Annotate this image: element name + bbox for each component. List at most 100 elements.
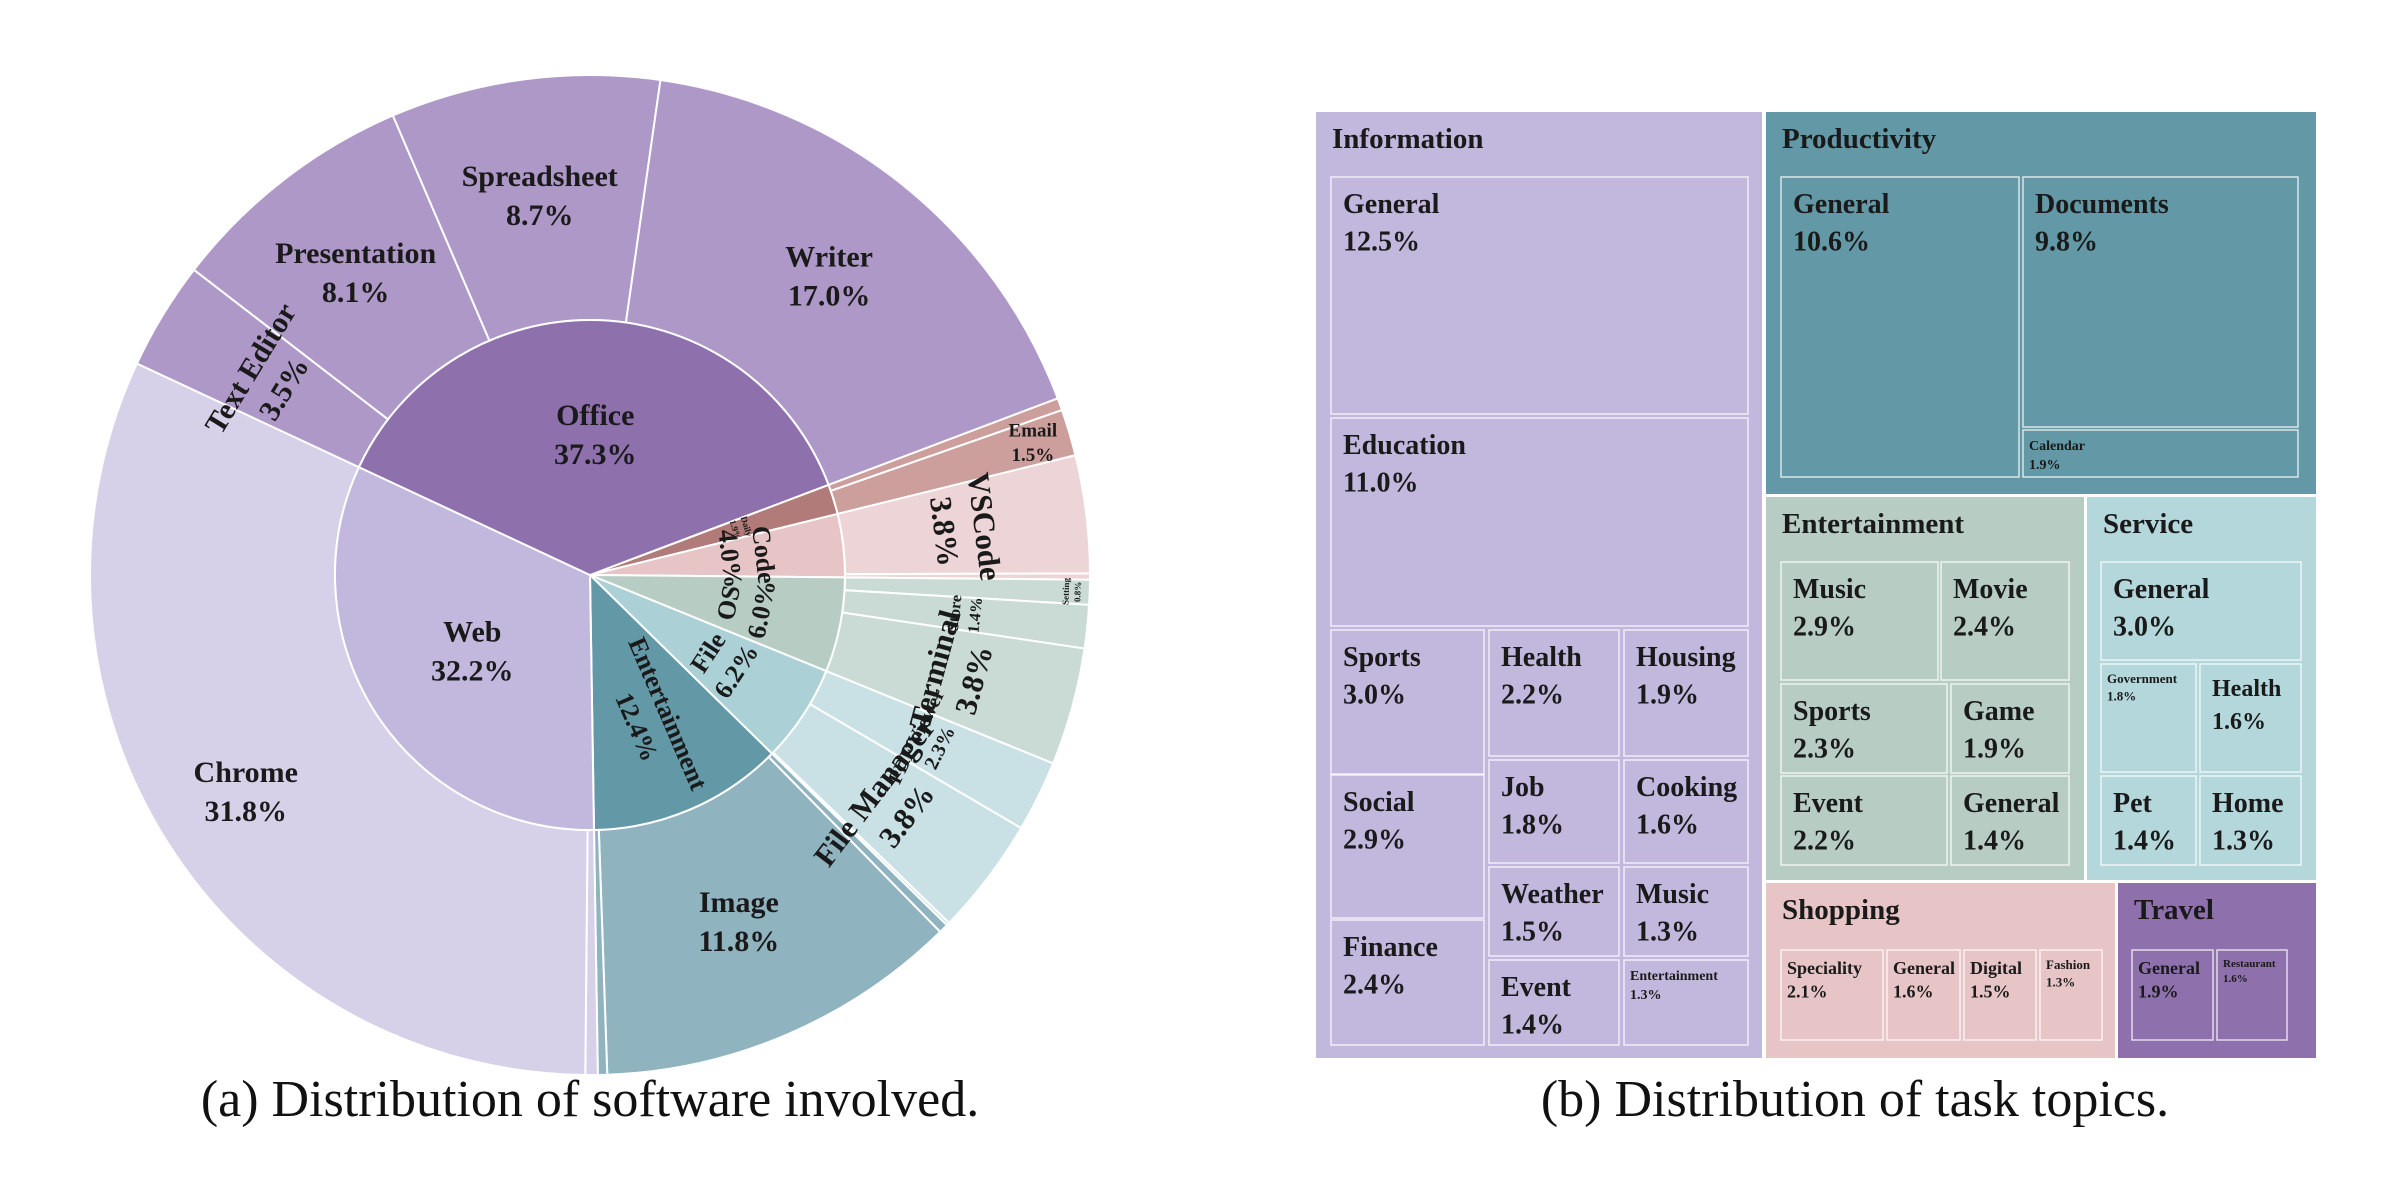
outer-label-email-line: Email [1009, 420, 1058, 441]
treemap-cell-pct: 2.2% [1793, 826, 1856, 857]
treemap-cell-general [1886, 949, 1961, 1041]
treemap-cell-name: Social [1343, 787, 1415, 818]
treemap-cell-name: Entertainment [1630, 969, 1718, 984]
treemap-cell-pct: 3.0% [2113, 612, 2176, 643]
treemap-group-shopping: Shopping Speciality 2.1% General 1.6% Digital… [1766, 883, 2115, 1058]
treemap-cell-documents [2022, 176, 2299, 428]
caption-topics: (b) Distribution of task topics. [1540, 1071, 2170, 1128]
treemap-cell-pct: 1.9% [1636, 680, 1699, 711]
treemap-cell-pct: 1.6% [2223, 973, 2248, 985]
treemap-group-title: Information [1332, 123, 1483, 155]
inner-label-web-line: 32.2% [431, 654, 513, 687]
treemap-cell-restaurant [2216, 949, 2288, 1041]
outer-label-setting: Setting 0.8% [1060, 577, 1083, 605]
treemap-cell-event [1780, 775, 1948, 866]
outer-label-image: Image 11.8% [698, 886, 779, 958]
treemap-cell-name: Cooking [1636, 772, 1737, 803]
treemap-cell-pct: 3.0% [1343, 680, 1406, 711]
outer-label-writer: Writer 17.0% [785, 241, 873, 313]
treemap-cell-health [1488, 629, 1620, 757]
treemap-cell-entertainment [1623, 959, 1749, 1046]
inner-label-web-line: Web [443, 615, 501, 648]
treemap-cell-government [2100, 663, 2197, 773]
treemap-cell-sports [1330, 629, 1485, 775]
treemap-cell-name: Job [1501, 772, 1545, 803]
treemap-cell-name: Housing [1636, 642, 1736, 673]
inner-label-code-line: 4.0% [712, 528, 748, 589]
treemap-cell-name: Finance [1343, 932, 1438, 963]
caption-software: (a) Distribution of software involved. [200, 1071, 980, 1128]
task-topics-figure: Information General 12.5% Education 11.0% Spo… [1200, 0, 2400, 1080]
treemap-cell-general [2131, 949, 2214, 1041]
treemap-group-box [1766, 112, 2316, 494]
inner-label-office: Office 37.3% [554, 399, 637, 471]
outer-label-spreadsheet-line: Spreadsheet [462, 160, 618, 193]
treemap-cell-pct: 2.9% [1343, 825, 1406, 856]
treemap-cell-name: Movie [1953, 574, 2028, 605]
treemap-cell-pct: 1.9% [1963, 734, 2026, 765]
treemap-cell-pct: 1.6% [2212, 709, 2266, 735]
treemap-cell-name: Digital [1970, 958, 2022, 978]
treemap-group-box [1766, 497, 2084, 880]
treemap-cell-name: General [1793, 189, 1890, 220]
treemap-group-entertainment: Entertainment Music 2.9% Movie 2.4% Sports 2.3… [1766, 497, 2084, 880]
outer-label-chrome-line: Chrome [194, 756, 298, 789]
outer-label-image-line: 11.8% [698, 925, 779, 958]
treemap-cell-digital [1963, 949, 2037, 1041]
treemap-cell-name: Game [1963, 696, 2035, 727]
outer-label-vscode-line: 3.8% [923, 495, 966, 569]
outer-label-chrome-line: 31.8% [205, 795, 288, 828]
treemap-cell-pct: 1.8% [2107, 689, 2136, 704]
treemap-cell-pet [2100, 775, 2197, 866]
outer-label-store: Store 1.4% [945, 594, 986, 634]
treemap-group-title: Travel [2134, 894, 2214, 926]
outer-label-spreadsheet: Spreadsheet 8.7% [462, 160, 618, 232]
inner-label-office-line: 37.3% [554, 438, 637, 471]
outer-label-setting-line: Setting [1060, 577, 1071, 605]
treemap-cell-pct: 1.5% [1501, 917, 1564, 948]
task-topics-treemap: Information General 12.5% Education 11.0% Spo… [1316, 112, 2316, 1058]
outer-label-email: Email 1.5% [1009, 420, 1058, 466]
treemap-cell-name: Event [1793, 788, 1864, 819]
treemap-group-box [1766, 883, 2115, 1058]
treemap-cell-social [1330, 774, 1485, 919]
treemap-cell-pct: 1.4% [2113, 826, 2176, 857]
treemap-cell-name: Music [1636, 879, 1709, 910]
treemap-cell-pct: 1.3% [1630, 988, 1662, 1003]
treemap-group-title: Entertainment [1782, 508, 1964, 540]
outer-label-presentation: Presentation 8.1% [275, 237, 436, 309]
treemap-cell-fashion [2039, 949, 2103, 1041]
treemap-cell-name: Documents [2035, 189, 2169, 220]
inner-slice-entertainment [588, 572, 774, 831]
outer-label-spreadsheet-line: 8.7% [506, 199, 574, 232]
treemap-cell-health [2199, 663, 2302, 773]
treemap-group-productivity: Productivity General 10.6% Documents 9.8% Cal… [1766, 112, 2316, 494]
treemap-cell-name: Sports [1343, 642, 1421, 673]
treemap-cell-event [1488, 959, 1620, 1046]
treemap-group-box [2087, 497, 2316, 880]
treemap-cell-pct: 1.3% [2046, 975, 2075, 990]
treemap-cell-pct: 2.1% [1787, 982, 1828, 1002]
outer-label-image-line: Image [699, 886, 779, 919]
treemap-group-title: Service [2103, 508, 2193, 540]
treemap-cell-general [1950, 775, 2070, 866]
treemap-group-travel: Travel General 1.9% Restaurant 1.6% [2118, 883, 2316, 1058]
treemap-cell-name: Government [2107, 671, 2178, 686]
outer-label-store-line: Store [945, 594, 966, 632]
treemap-cell-general [2100, 561, 2302, 661]
outer-label-writer-line: 17.0% [788, 280, 871, 313]
treemap-cell-pct: 1.6% [1636, 810, 1699, 841]
treemap-cell-housing [1623, 629, 1749, 757]
outer-label-setting-line: 0.8% [1072, 582, 1083, 603]
treemap-cell-pct: 2.4% [1953, 612, 2016, 643]
outer-label-store-line: 1.4% [966, 596, 987, 634]
treemap-group-service: Service General 3.0% Government 1.8% Health 1.… [2087, 497, 2316, 880]
treemap-cell-pct: 12.5% [1343, 227, 1420, 258]
treemap-cell-name: Calendar [2029, 439, 2085, 454]
outer-label-writer-line: Writer [785, 241, 873, 274]
treemap-cell-pct: 1.4% [1501, 1010, 1564, 1041]
treemap-cell-name: General [1963, 788, 2060, 819]
treemap-cell-pct: 9.8% [2035, 227, 2098, 258]
